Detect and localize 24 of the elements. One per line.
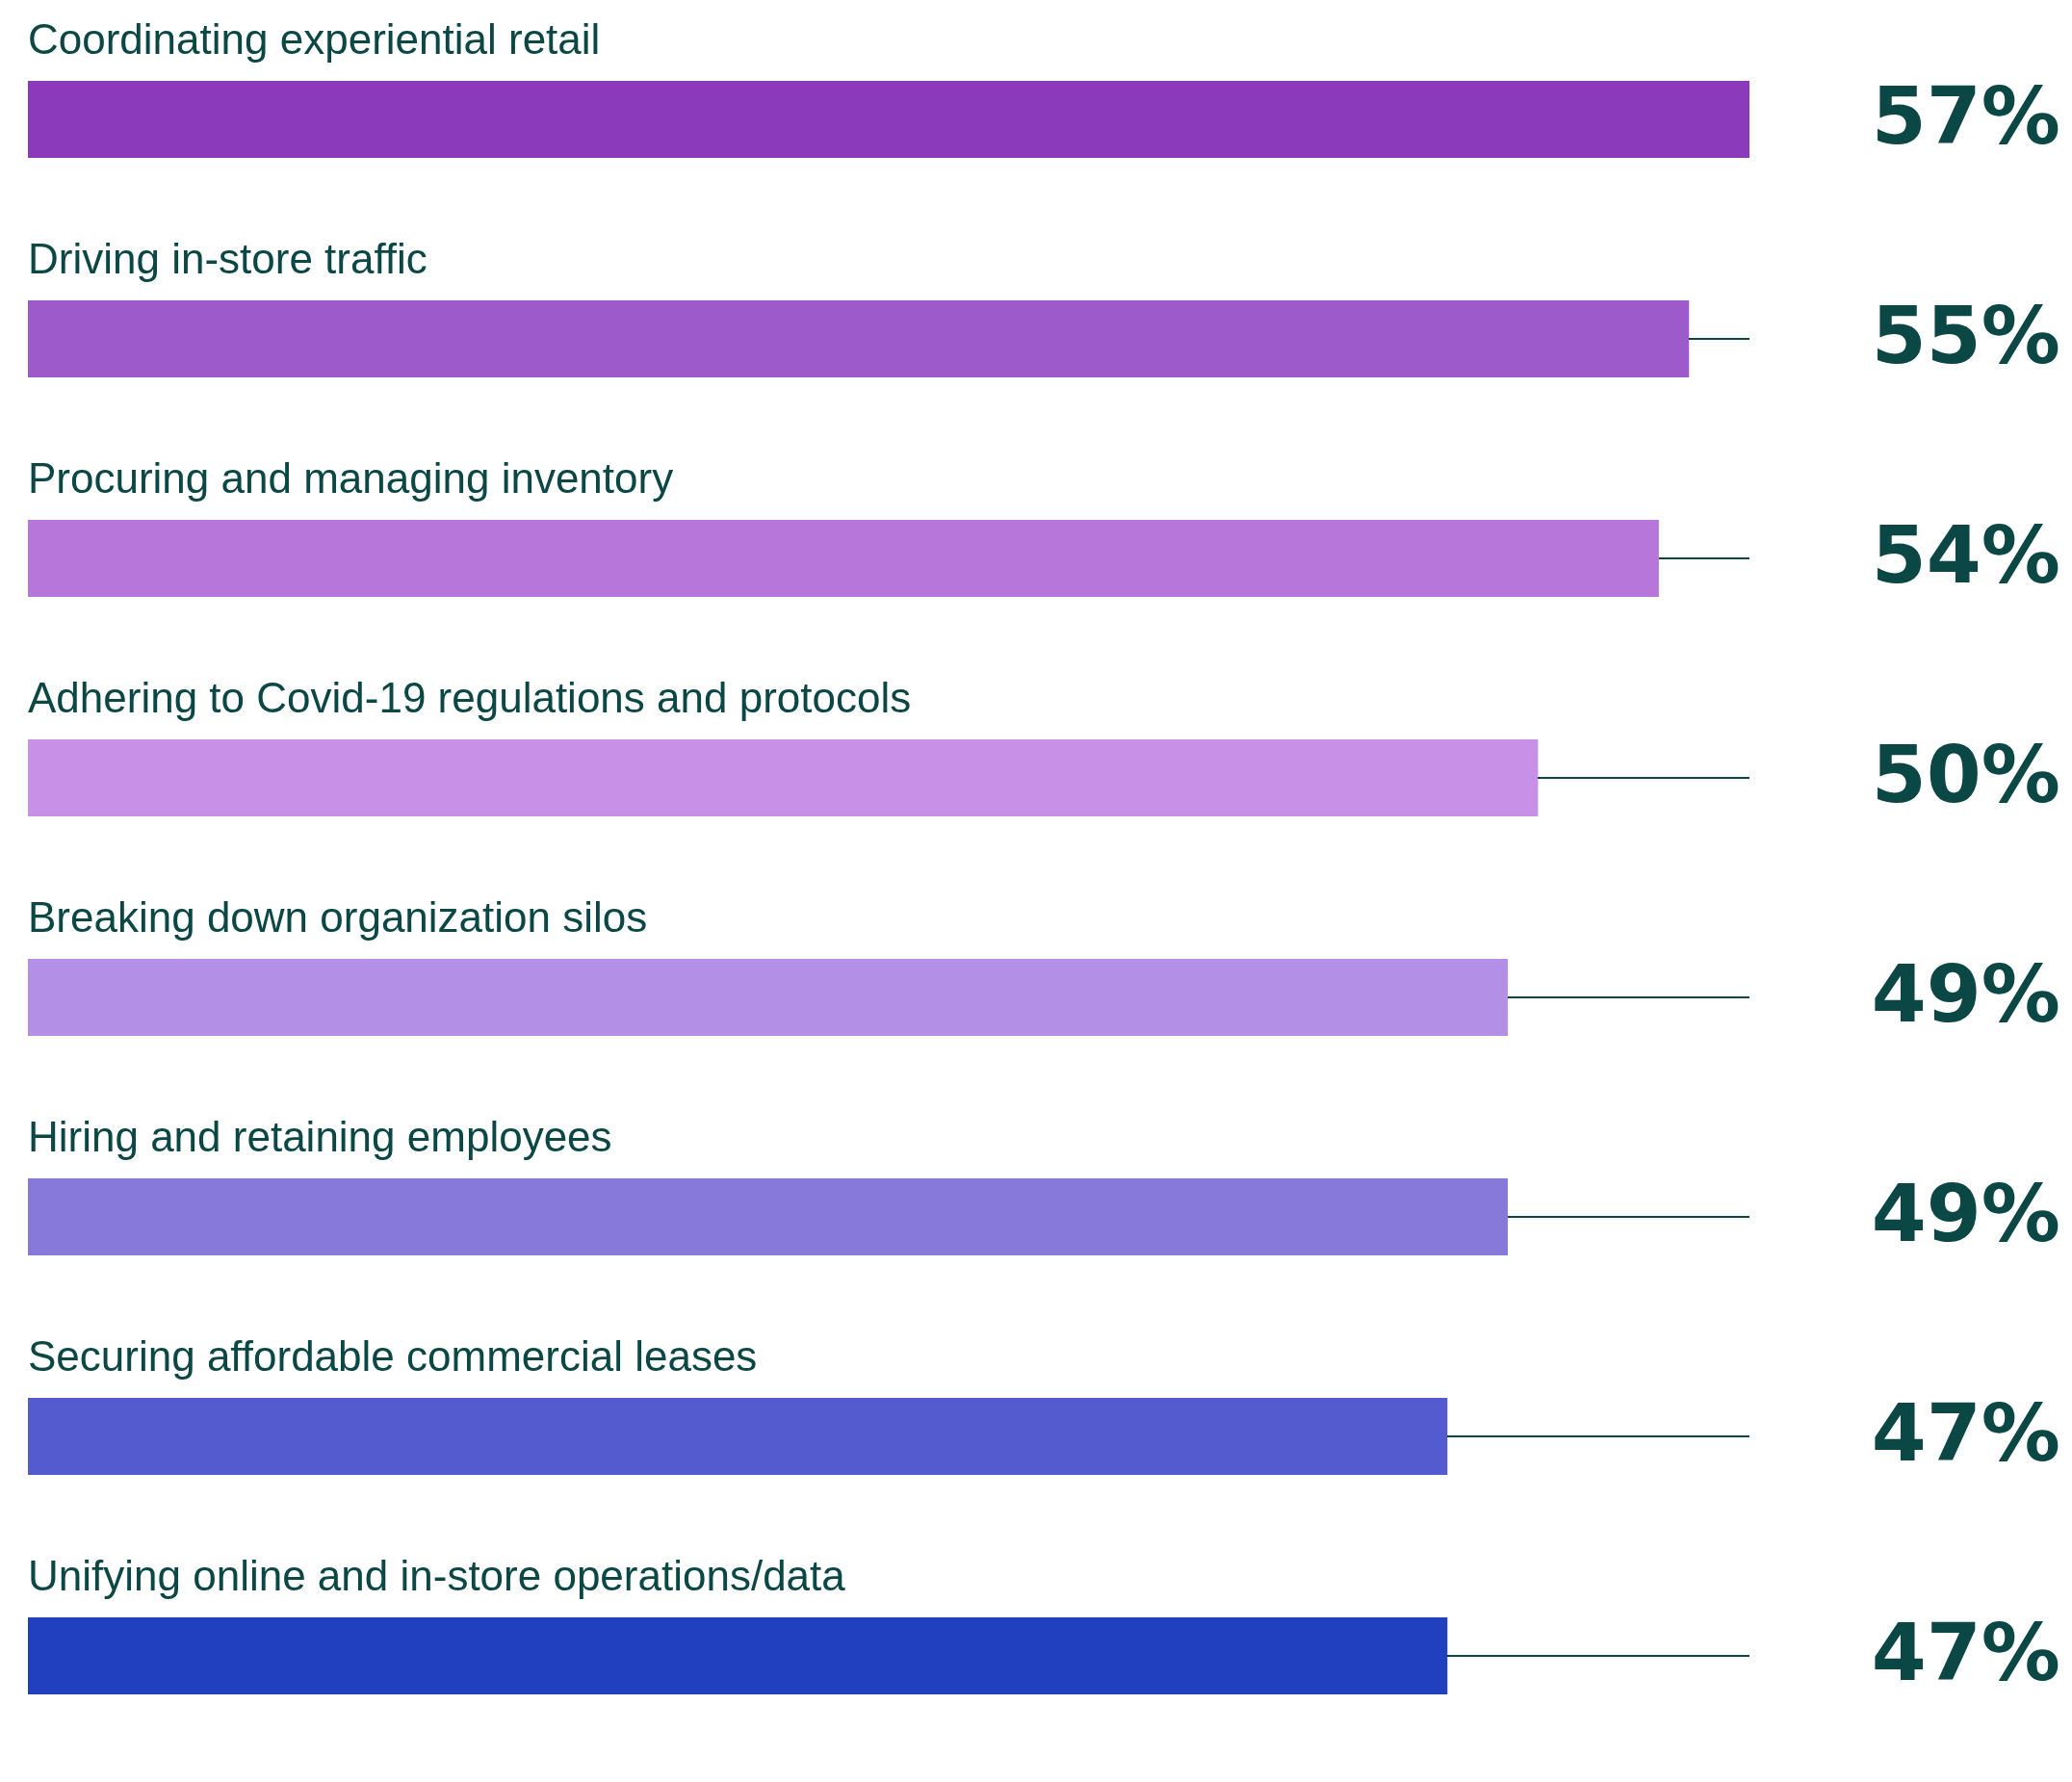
data-label: 49%: [1871, 1168, 2060, 1260]
bar: [28, 959, 1509, 1036]
y-tick-label: Breaking down organization silos: [28, 893, 648, 942]
y-tick-label: Unifying online and in-store operations/data: [28, 1552, 846, 1600]
bar: [28, 81, 1749, 158]
bar: [28, 1178, 1509, 1255]
y-tick-label: Driving in-store traffic: [28, 235, 427, 283]
data-label: 47%: [1871, 1387, 2060, 1480]
data-label: 54%: [1871, 509, 2060, 602]
y-tick-label: Adhering to Covid-19 regulations and protocols: [28, 674, 912, 722]
bar: [28, 300, 1690, 377]
bar: [28, 1398, 1448, 1475]
bar: [28, 520, 1659, 597]
bar: [28, 1617, 1448, 1694]
data-label: 47%: [1871, 1607, 2060, 1699]
data-label: 57%: [1871, 70, 2060, 163]
bar: [28, 739, 1539, 816]
y-tick-label: Coordinating experiential retail: [28, 15, 601, 64]
y-tick-label: Procuring and managing inventory: [28, 454, 674, 503]
y-tick-label: Hiring and retaining employees: [28, 1113, 612, 1161]
data-label: 50%: [1871, 729, 2060, 821]
y-tick-label: Securing affordable commercial leases: [28, 1332, 758, 1381]
data-label: 49%: [1871, 948, 2060, 1041]
data-label: 55%: [1871, 290, 2060, 382]
